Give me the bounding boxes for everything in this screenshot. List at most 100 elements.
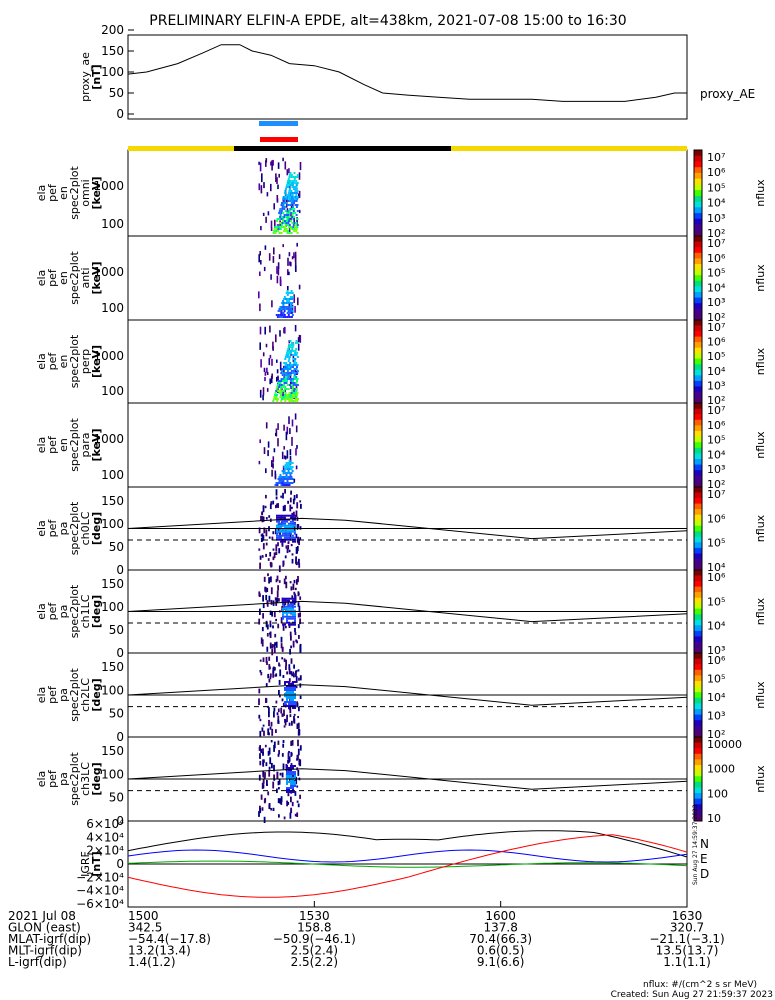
heatmap-cell bbox=[296, 494, 298, 499]
heatmap-cell bbox=[284, 326, 286, 334]
heatmap-cell bbox=[293, 178, 296, 180]
heatmap-cell bbox=[285, 228, 288, 230]
heatmap-cell bbox=[289, 466, 292, 468]
heatmap-cell bbox=[263, 576, 266, 582]
heatmap-cell bbox=[294, 378, 297, 380]
heatmap-cell bbox=[258, 591, 261, 597]
heatmap-cell bbox=[263, 816, 266, 823]
heatmap-cell bbox=[289, 208, 292, 210]
heatmap-cell bbox=[276, 590, 279, 598]
y-tick-label: 0 bbox=[116, 107, 124, 121]
heatmap-cell bbox=[282, 476, 285, 478]
heatmap-cell bbox=[277, 228, 280, 230]
heatmap-cell bbox=[294, 198, 297, 200]
colorbar-band bbox=[694, 320, 702, 326]
loss-cone-line bbox=[127, 768, 688, 790]
panel-ylabel: pef bbox=[46, 352, 59, 371]
heatmap-cell bbox=[292, 522, 294, 525]
heatmap-cell bbox=[291, 595, 294, 600]
heatmap-cell bbox=[268, 719, 270, 727]
colorbar-band bbox=[694, 514, 702, 521]
heatmap-cell bbox=[288, 212, 291, 214]
heatmap-cell bbox=[285, 194, 288, 196]
heatmap-cell bbox=[282, 514, 284, 517]
heatmap-cell bbox=[275, 388, 278, 390]
heatmap-cell bbox=[286, 476, 289, 478]
heatmap-cell bbox=[290, 364, 293, 366]
heatmap-cell bbox=[263, 730, 265, 736]
heatmap-cell bbox=[287, 500, 289, 504]
heatmap-cell bbox=[290, 767, 292, 769]
heatmap-cell bbox=[265, 343, 268, 348]
heatmap-cell bbox=[292, 777, 294, 779]
heatmap-cell bbox=[286, 312, 289, 314]
heatmap-cell bbox=[292, 400, 295, 402]
heatmap-cell bbox=[284, 611, 286, 614]
heatmap-cell bbox=[292, 198, 295, 200]
heatmap-cell bbox=[294, 352, 297, 354]
heatmap-cell bbox=[280, 530, 282, 533]
x-table-value: 70.4(66.3) bbox=[469, 932, 532, 946]
heatmap-cell bbox=[288, 607, 290, 610]
panel-frame bbox=[127, 235, 688, 321]
heatmap-cell bbox=[292, 773, 294, 775]
panel-frames bbox=[127, 34, 688, 908]
heatmap-cell bbox=[290, 597, 292, 600]
heatmap-cell bbox=[263, 266, 266, 272]
heatmap-cell bbox=[293, 216, 296, 218]
heatmap-cell bbox=[265, 216, 267, 223]
heatmap-cell bbox=[284, 695, 286, 697]
heatmap-cell bbox=[285, 222, 288, 224]
heatmap-cell bbox=[289, 362, 292, 364]
heatmap-cell bbox=[298, 190, 301, 198]
heatmap-cell bbox=[292, 583, 295, 590]
heatmap-cell bbox=[292, 767, 294, 769]
heatmap-cell bbox=[273, 552, 276, 559]
heatmap-cell bbox=[265, 656, 268, 664]
heatmap-cell bbox=[291, 202, 293, 204]
heatmap-cell bbox=[288, 705, 290, 707]
heatmap-cell bbox=[260, 185, 263, 194]
heatmap-cell bbox=[268, 253, 271, 261]
heatmap-cell bbox=[288, 174, 291, 176]
heatmap-cell bbox=[293, 186, 296, 188]
heatmap-cell bbox=[275, 544, 278, 552]
heatmap-cell bbox=[273, 707, 276, 712]
y-tick-label: 1000 bbox=[93, 432, 124, 446]
panel-ylabel: ela bbox=[35, 771, 48, 788]
heatmap-cell bbox=[277, 314, 280, 316]
heatmap-cell bbox=[286, 220, 288, 222]
colorbar-tick: 10² bbox=[707, 394, 725, 407]
heatmap-cell bbox=[291, 180, 294, 182]
heatmap-cell bbox=[282, 534, 284, 537]
heatmap-cell bbox=[264, 505, 267, 509]
heatmap-cell bbox=[284, 224, 287, 226]
colorbar-tick: 10⁴ bbox=[707, 197, 726, 210]
heatmap-cell bbox=[287, 462, 290, 464]
heatmap-cell bbox=[280, 210, 283, 212]
panel-frame bbox=[127, 319, 688, 404]
heatmap-cell bbox=[291, 436, 293, 446]
heatmap-cell bbox=[286, 689, 288, 691]
heatmap-cell bbox=[263, 777, 266, 780]
heatmap-cell bbox=[287, 180, 290, 182]
colorbar-band bbox=[694, 664, 702, 671]
page-title: PRELIMINARY ELFIN-A EPDE, alt=438km, 202… bbox=[149, 13, 626, 29]
heatmap-cell bbox=[284, 472, 287, 474]
heatmap-cell bbox=[292, 372, 295, 374]
heatmap-cell bbox=[276, 532, 278, 535]
heatmap-cell bbox=[295, 396, 298, 398]
heatmap-cell bbox=[284, 190, 287, 192]
heatmap-cell bbox=[289, 380, 292, 388]
heatmap-cell bbox=[286, 532, 288, 535]
heatmap-cell bbox=[275, 228, 278, 230]
heatmap-cell bbox=[295, 448, 297, 456]
heatmap-cell bbox=[288, 703, 290, 705]
heatmap-cell bbox=[288, 668, 291, 675]
colorbar-band bbox=[694, 224, 702, 231]
heatmap-cell bbox=[272, 667, 275, 674]
heatmap-cell bbox=[284, 394, 286, 396]
heatmap-cell bbox=[261, 533, 264, 537]
heatmap-cell bbox=[290, 703, 292, 705]
heatmap-cell bbox=[280, 526, 282, 529]
